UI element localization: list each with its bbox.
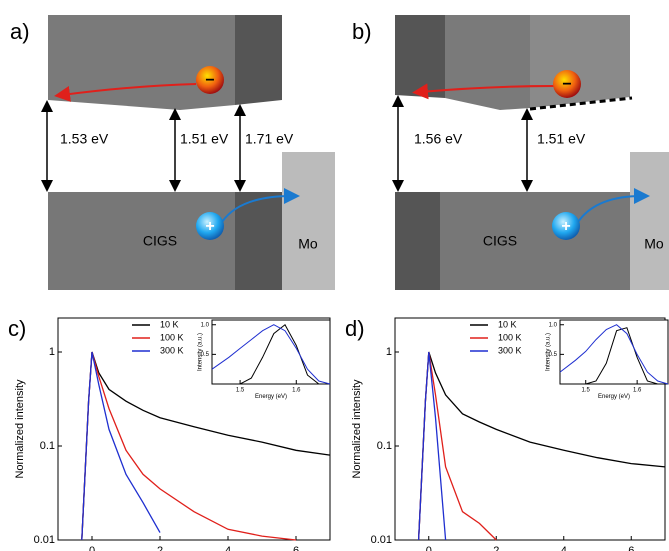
series-line xyxy=(81,351,161,541)
y-axis-label: Intensity (a.u.) xyxy=(546,333,552,371)
y-tick-label: 0.1 xyxy=(377,440,392,452)
x-tick-label: 6 xyxy=(628,545,634,551)
x-tick-label: 6 xyxy=(293,545,299,551)
y-axis-label: Intensity (a.u.) xyxy=(198,333,204,371)
panel-label: a) xyxy=(10,19,30,44)
x-tick-label: 1.5 xyxy=(582,388,591,394)
diagram-b: b) 1.56 eV 1.51 eV CIGS Mo − + xyxy=(352,15,669,290)
x-tick-label: 4 xyxy=(225,545,231,551)
x-tick-label: 1.6 xyxy=(292,388,301,394)
panel-label: b) xyxy=(352,19,372,44)
contact-label: Mo xyxy=(298,236,318,252)
gap-label: 1.51 eV xyxy=(180,131,229,147)
legend-label: 10 K xyxy=(498,319,517,329)
y-tick-label: 1 xyxy=(386,346,392,358)
material-label: CIGS xyxy=(483,233,517,249)
x-tick-label: 2 xyxy=(157,545,163,551)
series-line xyxy=(212,323,330,385)
contact-label: Mo xyxy=(644,236,664,252)
legend-label: 100 K xyxy=(498,332,522,342)
diagram-a: a) 1.53 eV 1.51 eV 1.71 eV CIGS Mo − + xyxy=(10,15,335,290)
panel-label: c) xyxy=(8,316,26,341)
series-line xyxy=(417,351,447,541)
y-tick-label: 1.0 xyxy=(549,322,558,328)
x-axis-label: Energy (eV) xyxy=(598,394,630,400)
x-tick-label: 1.6 xyxy=(633,388,642,394)
gap-label: 1.71 eV xyxy=(245,131,294,147)
x-tick-label: 4 xyxy=(561,545,567,551)
y-tick-label: 0.5 xyxy=(549,352,558,358)
gap-label: 1.56 eV xyxy=(414,131,463,147)
y-tick-label: 0.5 xyxy=(201,352,210,358)
y-tick-label: 0.01 xyxy=(34,534,55,546)
y-tick-label: 0.1 xyxy=(40,440,55,452)
legend-label: 10 K xyxy=(160,319,179,329)
y-tick-label: 0.01 xyxy=(371,534,392,546)
x-axis-label: Energy (eV) xyxy=(255,394,287,400)
y-axis-label: Normalized intensity xyxy=(351,379,363,479)
gap-label: 1.53 eV xyxy=(60,131,109,147)
hole-sign: + xyxy=(205,218,214,235)
legend-label: 100 K xyxy=(160,332,184,342)
electron-sign: − xyxy=(562,76,571,93)
x-tick-label: 2 xyxy=(493,545,499,551)
gap-label: 1.51 eV xyxy=(537,131,586,147)
inset-frame xyxy=(559,319,669,385)
y-tick-label: 1.0 xyxy=(201,322,210,328)
panel-label: d) xyxy=(345,316,365,341)
y-axis-label: Normalized intensity xyxy=(14,379,26,479)
series-line xyxy=(211,324,331,385)
y-tick-label: 1 xyxy=(49,346,55,358)
x-tick-label: 1.5 xyxy=(236,388,245,394)
inset-frame xyxy=(211,319,331,385)
x-tick-label: 0 xyxy=(426,545,432,551)
electron-sign: − xyxy=(205,72,214,89)
legend-label: 300 K xyxy=(160,345,184,355)
x-tick-label: 0 xyxy=(89,545,95,551)
series-line xyxy=(560,327,668,385)
legend-label: 300 K xyxy=(498,345,522,355)
series-line xyxy=(559,324,669,385)
material-label: CIGS xyxy=(143,233,177,249)
hole-sign: + xyxy=(561,218,570,235)
